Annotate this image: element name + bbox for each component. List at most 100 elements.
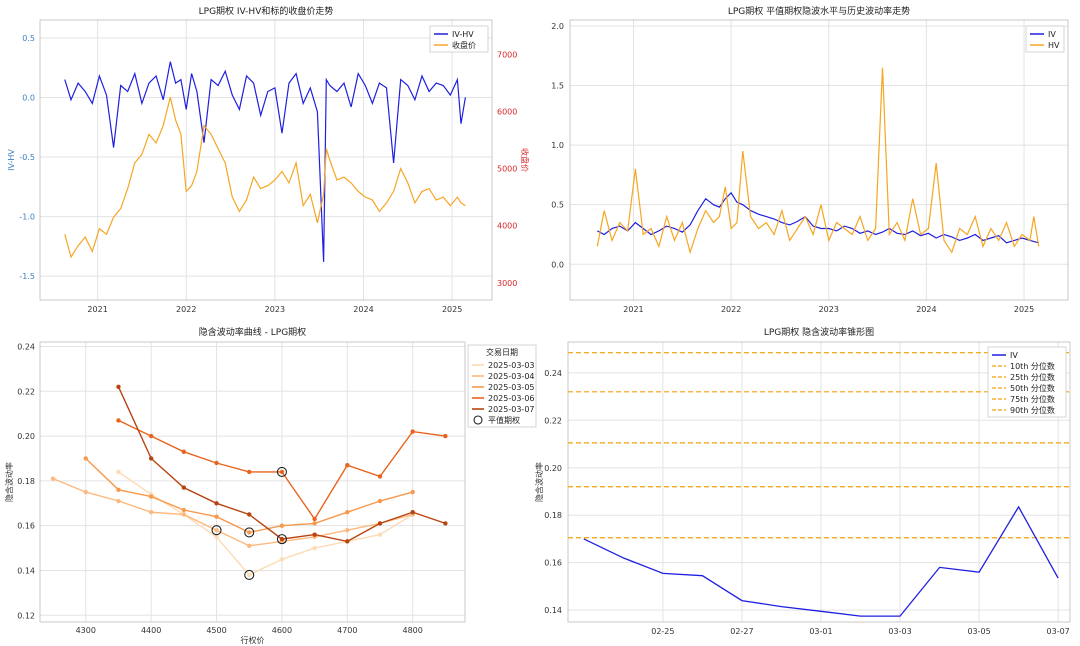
data-point (410, 489, 415, 495)
data-point (214, 534, 219, 540)
legend-label: IV-HV (452, 30, 474, 39)
y-tick-label: 1.5 (551, 82, 564, 91)
data-point (83, 456, 88, 461)
series-line-hv (596, 67, 1040, 255)
y-tick-label: 0.20 (544, 464, 562, 473)
series-line-iv-hv (64, 61, 466, 262)
chart-iv-hv-trend: LPG期权 平值期权隐波水平与历史波动率走势 0.0 0.5 1.0 1.5 2.0 202… (551, 5, 1069, 314)
legend-label: 2025-03-03 (488, 361, 535, 370)
data-point (116, 469, 121, 475)
legend-box (987, 346, 1067, 418)
legend-box (1025, 25, 1065, 53)
x-tick-label: 03-03 (888, 627, 911, 636)
legend-title: 交易日期 (486, 347, 518, 357)
x-tick-label: 2025 (1014, 305, 1034, 314)
y-tick-label: 0.20 (17, 432, 35, 441)
data-point (214, 460, 219, 466)
x-tick-label: 4400 (141, 626, 161, 635)
series-2025-03-03 (116, 469, 415, 581)
plot-frame (39, 19, 493, 301)
data-point (279, 536, 285, 542)
chart-title: LPG期权 平值期权隐波水平与历史波动率走势 (728, 5, 910, 17)
x-tick-label: 4500 (206, 626, 226, 635)
y-tick-label: 0.0 (551, 260, 564, 269)
data-point (214, 501, 219, 506)
y-tick-label: 0.12 (17, 611, 35, 620)
series-2025-03-06 (116, 418, 448, 522)
legend-label: 收盘价 (452, 40, 476, 50)
y-tick-label: 2.0 (551, 22, 564, 31)
y-tick-label: 0.18 (17, 477, 35, 486)
y-tick-label: 0.14 (544, 606, 562, 615)
data-point (148, 494, 154, 499)
x-tick-label: 4300 (76, 626, 96, 635)
y-tick-label: -1.5 (19, 272, 35, 281)
data-point (443, 433, 448, 439)
series-line (85, 457, 413, 534)
x-tick-label: 2022 (176, 305, 196, 314)
legend-label: HV (1048, 41, 1060, 50)
data-point (83, 489, 88, 495)
atm-marker (211, 525, 222, 536)
y-tick-label: 0.22 (544, 416, 562, 425)
data-point (279, 469, 285, 475)
y-tick-label: -1.0 (19, 213, 35, 222)
data-point (116, 384, 121, 389)
plot-frame (39, 341, 466, 623)
y-right-tick-label: 3000 (497, 279, 517, 288)
x-tick-label: 4600 (272, 626, 292, 635)
legend-box (467, 344, 537, 428)
data-point (443, 521, 448, 526)
data-point (410, 429, 415, 434)
y-tick-label: 0.5 (551, 201, 564, 210)
chart-title: LPG期权 隐含波动率锥形图 (764, 326, 874, 338)
series-line-iv (583, 505, 1059, 617)
y-right-tick-label: 4000 (497, 222, 517, 231)
y-tick-label: 0.0 (22, 93, 35, 102)
data-point (345, 539, 350, 544)
plot-frame (567, 341, 1071, 623)
y-right-tick-label: 6000 (497, 107, 517, 116)
chart-title: LPG期权 IV-HV和标的收盘价走势 (199, 5, 334, 17)
series-line-close (64, 96, 466, 259)
legend-label: 2025-03-06 (488, 394, 535, 403)
data-point (377, 474, 383, 479)
legend-atm-marker (473, 415, 483, 425)
y-tick-label: 0.16 (17, 522, 35, 531)
series-2025-03-07 (116, 384, 448, 545)
data-point (279, 523, 285, 528)
legend-label: 25th 分位数 (1010, 372, 1055, 382)
legend-box (429, 25, 489, 53)
data-point (377, 521, 383, 526)
atm-marker (244, 569, 255, 581)
data-point (50, 476, 56, 481)
legend-label: 2025-03-07 (488, 405, 535, 414)
legend-label: 90th 分位数 (1010, 405, 1055, 415)
legend-label: IV (1048, 30, 1056, 39)
data-point (148, 456, 154, 461)
y-right-tick-label: 5000 (497, 165, 517, 174)
series-2025-03-05 (83, 456, 415, 538)
chart-iv-cone: LPG期权 隐含波动率锥形图 0.14 0.16 0.18 0.20 0.22 0.24 02… (534, 326, 1071, 636)
y-tick-label: 0.24 (17, 342, 35, 351)
data-point (345, 510, 350, 515)
data-point (116, 418, 121, 423)
data-point (214, 514, 219, 519)
x-tick-label: 02-25 (651, 627, 674, 636)
y-tick-label: -0.5 (19, 153, 35, 162)
data-point (247, 572, 252, 578)
atm-marker (276, 466, 287, 477)
data-point (377, 532, 383, 537)
x-tick-label: 2023 (265, 305, 285, 314)
atm-marker (244, 527, 255, 538)
data-point (345, 527, 350, 533)
x-tick-label: 03-05 (967, 627, 990, 636)
x-tick-label: 02-27 (730, 627, 753, 636)
series-line (52, 477, 413, 547)
legend-label: 平值期权 (488, 415, 520, 425)
x-tick-label: 2024 (353, 305, 373, 314)
data-point (181, 485, 187, 490)
data-point (247, 543, 252, 549)
data-point (116, 498, 121, 504)
data-point (247, 512, 252, 517)
